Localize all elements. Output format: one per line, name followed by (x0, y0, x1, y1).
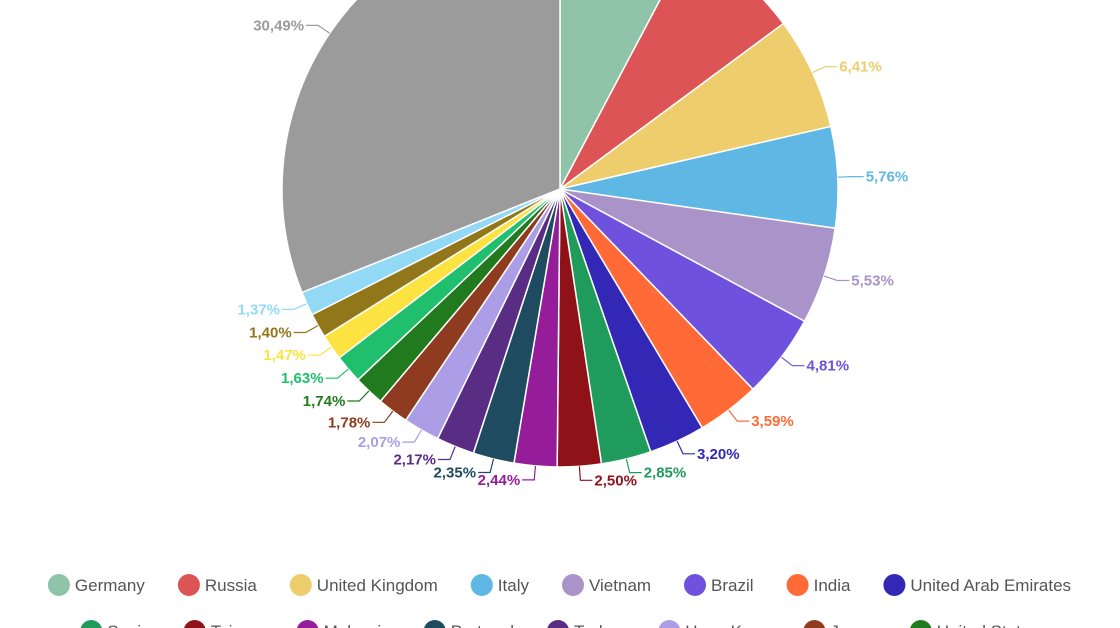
legend-label: Russia (205, 576, 258, 595)
legend-item-vietnam[interactable]: Vietnam (562, 574, 651, 596)
slice-value-label: 30,49% (253, 17, 304, 34)
slice-value-label: 1,78% (328, 414, 371, 431)
legend-item-spain[interactable]: Spain (80, 620, 151, 628)
legend-marker (184, 620, 206, 628)
legend-marker (547, 620, 569, 628)
legend-label: Germany (75, 576, 145, 595)
legend-marker (177, 574, 200, 596)
slice-value-label: 5,53% (851, 273, 894, 290)
label-leader-line (307, 346, 332, 356)
legend-marker (47, 574, 70, 596)
label-leader-line (438, 446, 456, 461)
legend-label: Spain (107, 622, 150, 628)
legend-item-united-states[interactable]: United States (910, 620, 1039, 628)
legend-item-united-kingdom[interactable]: United Kingdom (289, 574, 438, 596)
slice-value-label: 1,37% (237, 301, 280, 318)
slice-value-label: 4,81% (807, 358, 850, 375)
legend-marker (80, 620, 102, 628)
legend-label: Japan (830, 622, 876, 628)
legend-item-portugal[interactable]: Portugal (424, 620, 514, 628)
slice-value-label: 2,50% (594, 472, 637, 489)
legend-item-turkey[interactable]: Turkey (547, 620, 626, 628)
legend-item-india[interactable]: India (786, 574, 851, 596)
label-leader-line (372, 410, 394, 423)
slice-value-label: 3,59% (751, 413, 794, 430)
label-leader-line (282, 303, 307, 310)
label-leader-line (478, 458, 495, 474)
label-leader-line (293, 325, 319, 334)
legend-label: Hong Kong (685, 622, 770, 628)
label-leader-line (676, 440, 695, 455)
legend-label: Malaysia (324, 622, 392, 628)
label-leader-line (837, 176, 864, 178)
legend-item-taiwan[interactable]: Taiwan (184, 620, 264, 628)
slice-value-label: 1,40% (249, 325, 292, 342)
label-leader-line (402, 429, 422, 443)
slice-value-label: 2,44% (478, 472, 521, 489)
legend-label: Brazil (711, 576, 754, 595)
slice-value-label: 3,20% (697, 446, 740, 463)
legend-item-japan[interactable]: Japan (803, 620, 877, 628)
legend-label: Portugal (451, 622, 514, 628)
pie-slice-21 (281, 0, 561, 294)
legend-item-united-arab-emirates[interactable]: United Arab Emirates (883, 574, 1071, 596)
pie-slice-united-kingdom (559, 22, 832, 190)
legend-marker (297, 620, 319, 628)
legend-label: India (814, 576, 851, 595)
slice-value-label: 1,74% (303, 393, 346, 410)
slice-value-label: 2,17% (393, 452, 436, 469)
label-leader-line (325, 368, 349, 379)
legend-marker (424, 620, 446, 628)
legend-item-hong-kong[interactable]: Hong Kong (658, 620, 770, 628)
legend-item-russia[interactable]: Russia (177, 574, 258, 596)
legend-marker (910, 620, 932, 628)
pie-slice-russia (559, 0, 785, 190)
label-leader-line (578, 466, 593, 481)
slice-value-label: 1,63% (281, 370, 324, 387)
legend-marker (289, 574, 312, 596)
slice-value-label: 6,41% (839, 59, 882, 76)
slice-value-label: 2,35% (434, 465, 477, 482)
legend-item-germany[interactable]: Germany (47, 574, 145, 596)
legend-marker (684, 574, 706, 596)
label-leader-line (347, 390, 370, 402)
legend-marker (786, 574, 809, 596)
legend-item-malaysia[interactable]: Malaysia (297, 620, 392, 628)
label-leader-line (306, 24, 331, 34)
legend-marker (470, 574, 493, 596)
slice-value-label: 2,07% (358, 434, 401, 451)
label-leader-line (728, 409, 750, 422)
legend-label: Turkey (574, 622, 626, 628)
legend-item-brazil[interactable]: Brazil (684, 574, 754, 596)
label-leader-line (812, 66, 838, 74)
legend-label: Italy (498, 576, 530, 595)
label-leader-line (823, 275, 850, 282)
legend: Germany Russia United Kingdom Italy Vietnam B… (47, 574, 1071, 628)
legend-marker (883, 574, 906, 596)
pie-slices (281, 0, 839, 468)
legend-item-italy[interactable]: Italy (470, 574, 530, 596)
legend-label: Taiwan (211, 622, 264, 628)
legend-marker (658, 620, 680, 628)
label-leader-line (625, 458, 642, 474)
label-leader-line (780, 356, 805, 367)
slice-value-label: 2,85% (644, 465, 687, 482)
legend-marker (562, 574, 584, 596)
legend-label: United States (937, 622, 1039, 628)
pie-labels: 6,41% 5,76% 5,53% 4,81% 3,59% 3,20% 2,85% 2,50%… (237, 17, 908, 489)
legend-label: United Arab Emirates (910, 576, 1071, 595)
legend-label: Vietnam (589, 576, 651, 595)
legend-marker (803, 620, 825, 628)
legend-label: United Kingdom (317, 576, 438, 595)
label-leader-line (522, 465, 537, 481)
slice-value-label: 5,76% (866, 169, 909, 186)
slice-value-label: 1,47% (263, 347, 306, 364)
